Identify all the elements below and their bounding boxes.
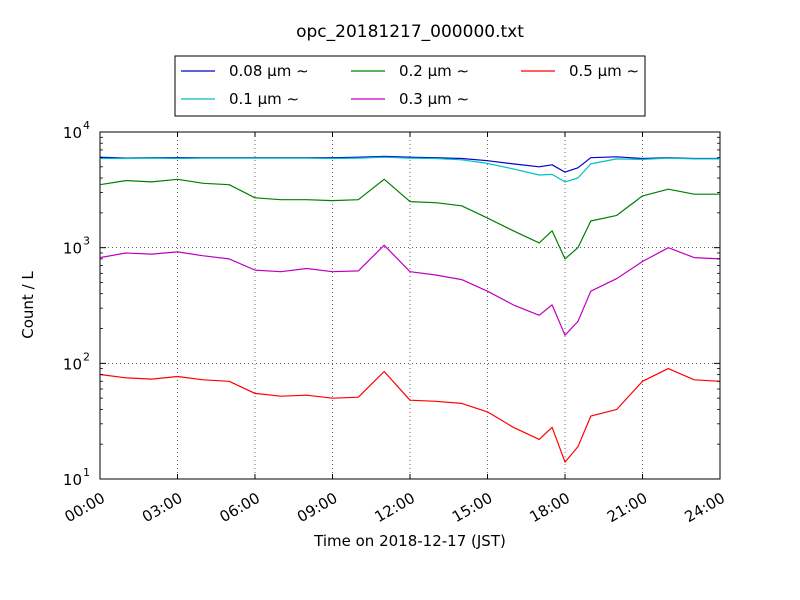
legend-label-4: 0.5 μm ∼	[569, 62, 639, 80]
y-axis-label: Count / L	[19, 271, 37, 339]
y-tick-exponent: 2	[83, 350, 90, 363]
series-line-1	[100, 156, 720, 183]
x-tick-label: 12:00	[372, 489, 418, 526]
x-tick-label: 21:00	[604, 489, 650, 526]
y-tick-exponent: 4	[83, 119, 90, 132]
x-tick-label: 18:00	[527, 489, 573, 526]
x-tick-label: 03:00	[139, 489, 185, 526]
y-tick-label: 10	[63, 124, 82, 142]
chart-title: opc_20181217_000000.txt	[296, 22, 524, 42]
y-tick-exponent: 1	[83, 466, 90, 479]
legend-label-1: 0.1 μm ∼	[229, 90, 299, 108]
series-group	[99, 155, 721, 463]
y-tick-label: 10	[63, 471, 82, 489]
legend-frame	[174, 55, 646, 117]
series-line-4	[99, 368, 721, 463]
x-tick-label: 09:00	[294, 489, 340, 526]
y-tick-exponent: 3	[83, 235, 90, 248]
series-line-3	[99, 244, 721, 336]
legend: 0.08 μm ∼ 0.1 μm ∼ 0.2 μm ∼ 0.3 μm ∼ 0.5 μm …	[174, 55, 646, 117]
plot-area	[99, 131, 721, 480]
y-tick-label: 10	[63, 240, 82, 258]
x-axis: 00:00 03:00 06:00 09:00 12:00 15:00 18:00 21:00…	[62, 132, 728, 526]
series-line-2	[99, 178, 720, 260]
grid	[100, 132, 720, 479]
x-tick-label: 00:00	[62, 489, 108, 526]
y-tick-label: 10	[63, 355, 82, 373]
legend-label-0: 0.08 μm ∼	[229, 62, 309, 80]
x-tick-label: 15:00	[449, 489, 495, 526]
legend-label-2: 0.2 μm ∼	[399, 62, 469, 80]
x-axis-label: Time on 2018-12-17 (JST)	[313, 532, 506, 550]
x-tick-label: 06:00	[217, 489, 263, 526]
legend-label-3: 0.3 μm ∼	[399, 90, 469, 108]
x-tick-label: 24:00	[682, 489, 728, 526]
